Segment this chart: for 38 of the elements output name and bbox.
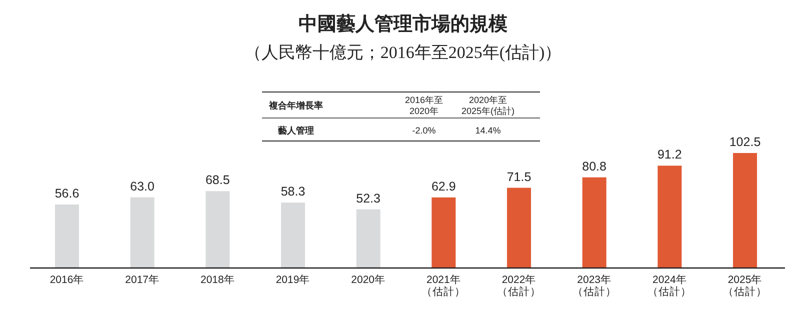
bar (206, 191, 230, 268)
x-tick-label: 2022年（估計） (497, 274, 541, 298)
text: 2020年至 2025年(估計) (461, 95, 515, 116)
bar (55, 204, 79, 268)
text: 2016年至 2020年 (404, 95, 444, 116)
bar (733, 153, 757, 268)
data-label: 52.3 (356, 191, 381, 206)
x-tick-label: 2017年 (125, 274, 160, 286)
x-tick-label: 2025年（估計） (723, 274, 767, 298)
data-label: 68.5 (205, 173, 230, 188)
text: 14.4% (475, 126, 501, 136)
bar (356, 209, 380, 268)
data-label: 56.6 (54, 186, 80, 200)
data-label: 58.3 (280, 184, 306, 199)
bar (582, 177, 606, 268)
x-tick-label: 2016年 (50, 274, 84, 286)
data-label: 102.5 (729, 135, 761, 149)
text: -2.0% (412, 126, 436, 136)
data-label: 63.0 (130, 179, 155, 194)
chart-title: 中國藝人管理市場的規模 (298, 13, 508, 35)
bar (432, 197, 456, 268)
bar (507, 188, 531, 268)
bar (658, 166, 682, 268)
data-label: 91.2 (657, 148, 682, 162)
x-tick-label: 2021年（估計） (422, 274, 466, 298)
bar (281, 202, 305, 268)
x-tick-label: 2019年 (276, 274, 310, 286)
x-tick-label: 2023年（估計） (572, 274, 616, 298)
bar (130, 197, 154, 268)
x-tick-label: 2024年（估計） (648, 274, 692, 298)
text: 藝人管理 (277, 126, 314, 136)
data-label: 80.8 (582, 159, 607, 174)
data-label: 62.9 (431, 179, 456, 194)
x-tick-label: 2020年 (351, 274, 386, 286)
data-label: 71.5 (506, 170, 532, 184)
chart-subtitle: （人民幣十億元；2016年至2025年(估計)） (244, 43, 562, 62)
x-tick-label: 2018年 (200, 274, 235, 286)
text: 複合年增長率 (268, 100, 323, 110)
